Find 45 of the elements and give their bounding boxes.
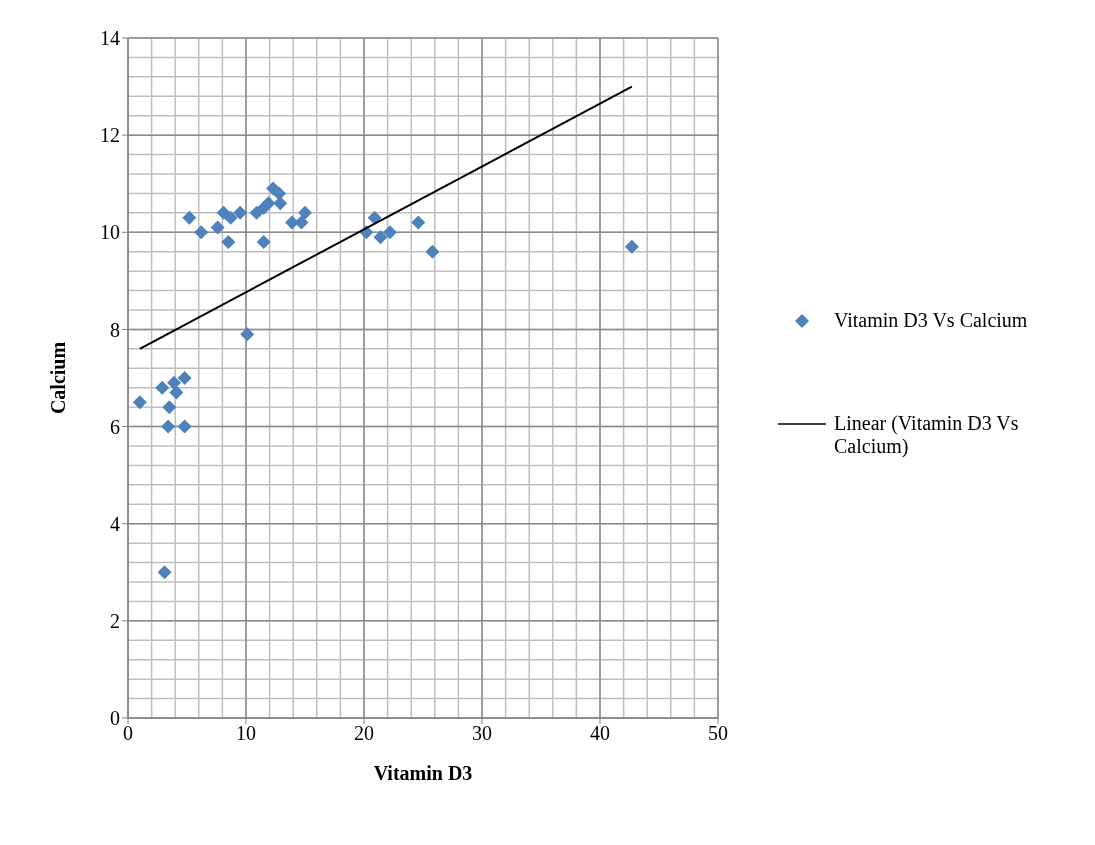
point	[169, 385, 184, 400]
y-tick-label: 2	[110, 609, 120, 632]
point	[273, 196, 288, 211]
y-tick-label: 8	[110, 318, 120, 341]
point	[367, 210, 382, 225]
point	[272, 186, 287, 201]
point	[157, 565, 172, 580]
point	[382, 225, 397, 240]
point	[373, 230, 388, 245]
x-tick-label: 30	[472, 722, 492, 745]
point	[425, 244, 440, 259]
point	[298, 205, 312, 220]
point	[177, 419, 192, 434]
point	[294, 215, 309, 230]
point	[182, 210, 197, 225]
point	[223, 210, 238, 225]
point	[256, 235, 271, 249]
point	[155, 380, 170, 395]
point	[194, 225, 209, 240]
x-tick-label: 20	[354, 722, 374, 745]
legend-label: Vitamin D3 Vs Calcium	[834, 308, 1028, 332]
point	[132, 395, 147, 410]
point	[162, 400, 177, 415]
y-tick-label: 4	[110, 512, 120, 535]
point	[167, 375, 182, 390]
y-tick-label: 14	[100, 27, 120, 50]
x-tick-label: 40	[590, 722, 610, 745]
point	[233, 205, 248, 220]
point	[161, 419, 176, 434]
point	[177, 371, 192, 385]
y-tick-label: 12	[100, 124, 120, 147]
y-tick-label: 10	[100, 221, 120, 244]
y-tick-label: 6	[110, 415, 120, 438]
point	[240, 327, 255, 342]
point	[210, 220, 225, 235]
point	[411, 215, 426, 230]
legend-label: Linear (Vitamin D3 Vs Calcium)	[834, 411, 1020, 458]
point	[624, 239, 639, 254]
x-tick-label: 50	[708, 722, 728, 745]
point	[221, 235, 236, 249]
point	[261, 196, 276, 211]
y-axis-title: Calcium	[47, 341, 70, 415]
y-tick-label: 0	[110, 707, 120, 730]
x-tick-label: 10	[236, 722, 256, 745]
x-axis-title: Vitamin D3	[373, 762, 473, 784]
